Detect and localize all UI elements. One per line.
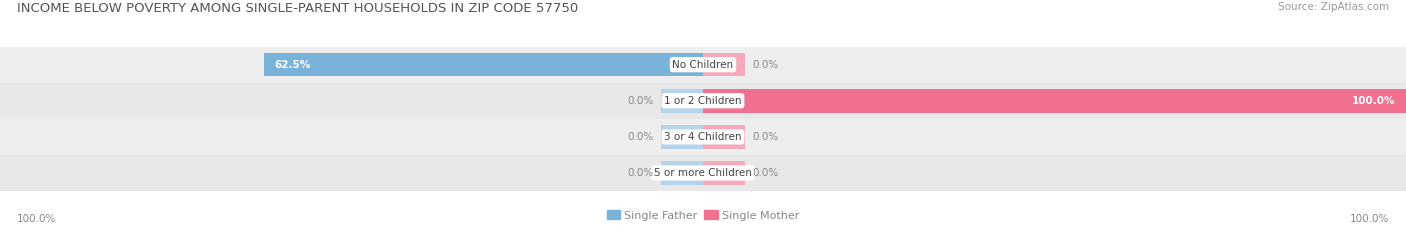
Bar: [0, 119, 1406, 155]
Text: 0.0%: 0.0%: [752, 168, 779, 178]
Bar: [703, 53, 745, 76]
Text: No Children: No Children: [672, 60, 734, 70]
Legend: Single Father, Single Mother: Single Father, Single Mother: [602, 206, 804, 225]
Bar: [264, 53, 703, 76]
Bar: [0, 83, 1406, 119]
Text: 100.0%: 100.0%: [1350, 214, 1389, 224]
Text: 3 or 4 Children: 3 or 4 Children: [664, 132, 742, 142]
Bar: [661, 161, 703, 185]
Text: 62.5%: 62.5%: [274, 60, 311, 70]
Bar: [661, 125, 703, 149]
Text: 100.0%: 100.0%: [1353, 96, 1395, 106]
Text: Source: ZipAtlas.com: Source: ZipAtlas.com: [1278, 2, 1389, 12]
Bar: [0, 155, 1406, 191]
Bar: [703, 125, 745, 149]
Bar: [0, 47, 1406, 83]
Text: 0.0%: 0.0%: [627, 168, 654, 178]
Text: 0.0%: 0.0%: [627, 96, 654, 106]
Bar: [661, 89, 703, 113]
Text: 0.0%: 0.0%: [627, 132, 654, 142]
Bar: [703, 89, 1406, 113]
Text: 0.0%: 0.0%: [752, 60, 779, 70]
Text: 0.0%: 0.0%: [752, 132, 779, 142]
Bar: [703, 161, 745, 185]
Text: 100.0%: 100.0%: [17, 214, 56, 224]
Text: INCOME BELOW POVERTY AMONG SINGLE-PARENT HOUSEHOLDS IN ZIP CODE 57750: INCOME BELOW POVERTY AMONG SINGLE-PARENT…: [17, 2, 578, 15]
Text: 1 or 2 Children: 1 or 2 Children: [664, 96, 742, 106]
Text: 5 or more Children: 5 or more Children: [654, 168, 752, 178]
